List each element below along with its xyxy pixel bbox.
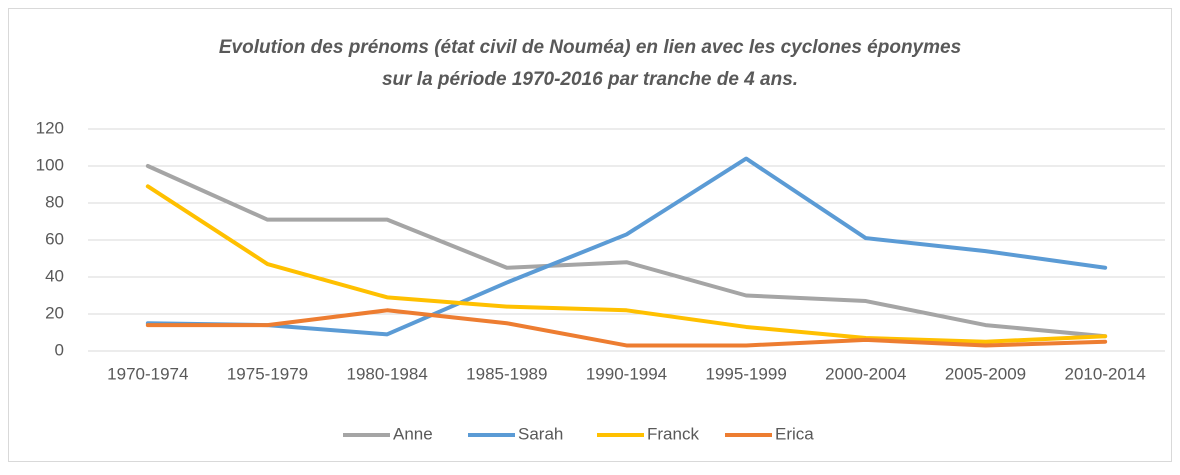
- legend-label: Anne: [393, 424, 433, 443]
- y-tick-label: 40: [45, 266, 64, 285]
- chart-title: sur la période 1970-2016 par tranche de …: [382, 69, 798, 90]
- series-line: [145, 164, 1108, 339]
- legend-label: Sarah: [518, 424, 563, 443]
- x-tick-label: 1975-1979: [227, 364, 308, 383]
- y-tick-label: 60: [45, 229, 64, 248]
- x-tick-label: 2000-2004: [825, 364, 906, 383]
- y-tick-label: 120: [36, 118, 64, 137]
- chart-title: Evolution des prénoms (état civil de Nou…: [219, 37, 961, 58]
- x-tick-label: 1980-1984: [347, 364, 428, 383]
- x-tick-label: 2010-2014: [1065, 364, 1146, 383]
- series-line: [145, 184, 1108, 344]
- y-tick-label: 100: [36, 155, 64, 174]
- x-tick-label: 2005-2009: [945, 364, 1026, 383]
- x-tick-label: 1995-1999: [706, 364, 787, 383]
- series-line: [145, 308, 1108, 348]
- x-tick-label: 1985-1989: [466, 364, 547, 383]
- y-tick-label: 80: [45, 192, 64, 211]
- x-tick-label: 1970-1974: [107, 364, 188, 383]
- chart-frame: [8, 8, 1172, 462]
- legend-label: Franck: [647, 424, 699, 443]
- series-line: [145, 156, 1108, 337]
- y-tick-label: 0: [55, 340, 64, 359]
- y-tick-label: 20: [45, 303, 64, 322]
- legend-label: Erica: [775, 424, 814, 443]
- x-tick-label: 1990-1994: [586, 364, 667, 383]
